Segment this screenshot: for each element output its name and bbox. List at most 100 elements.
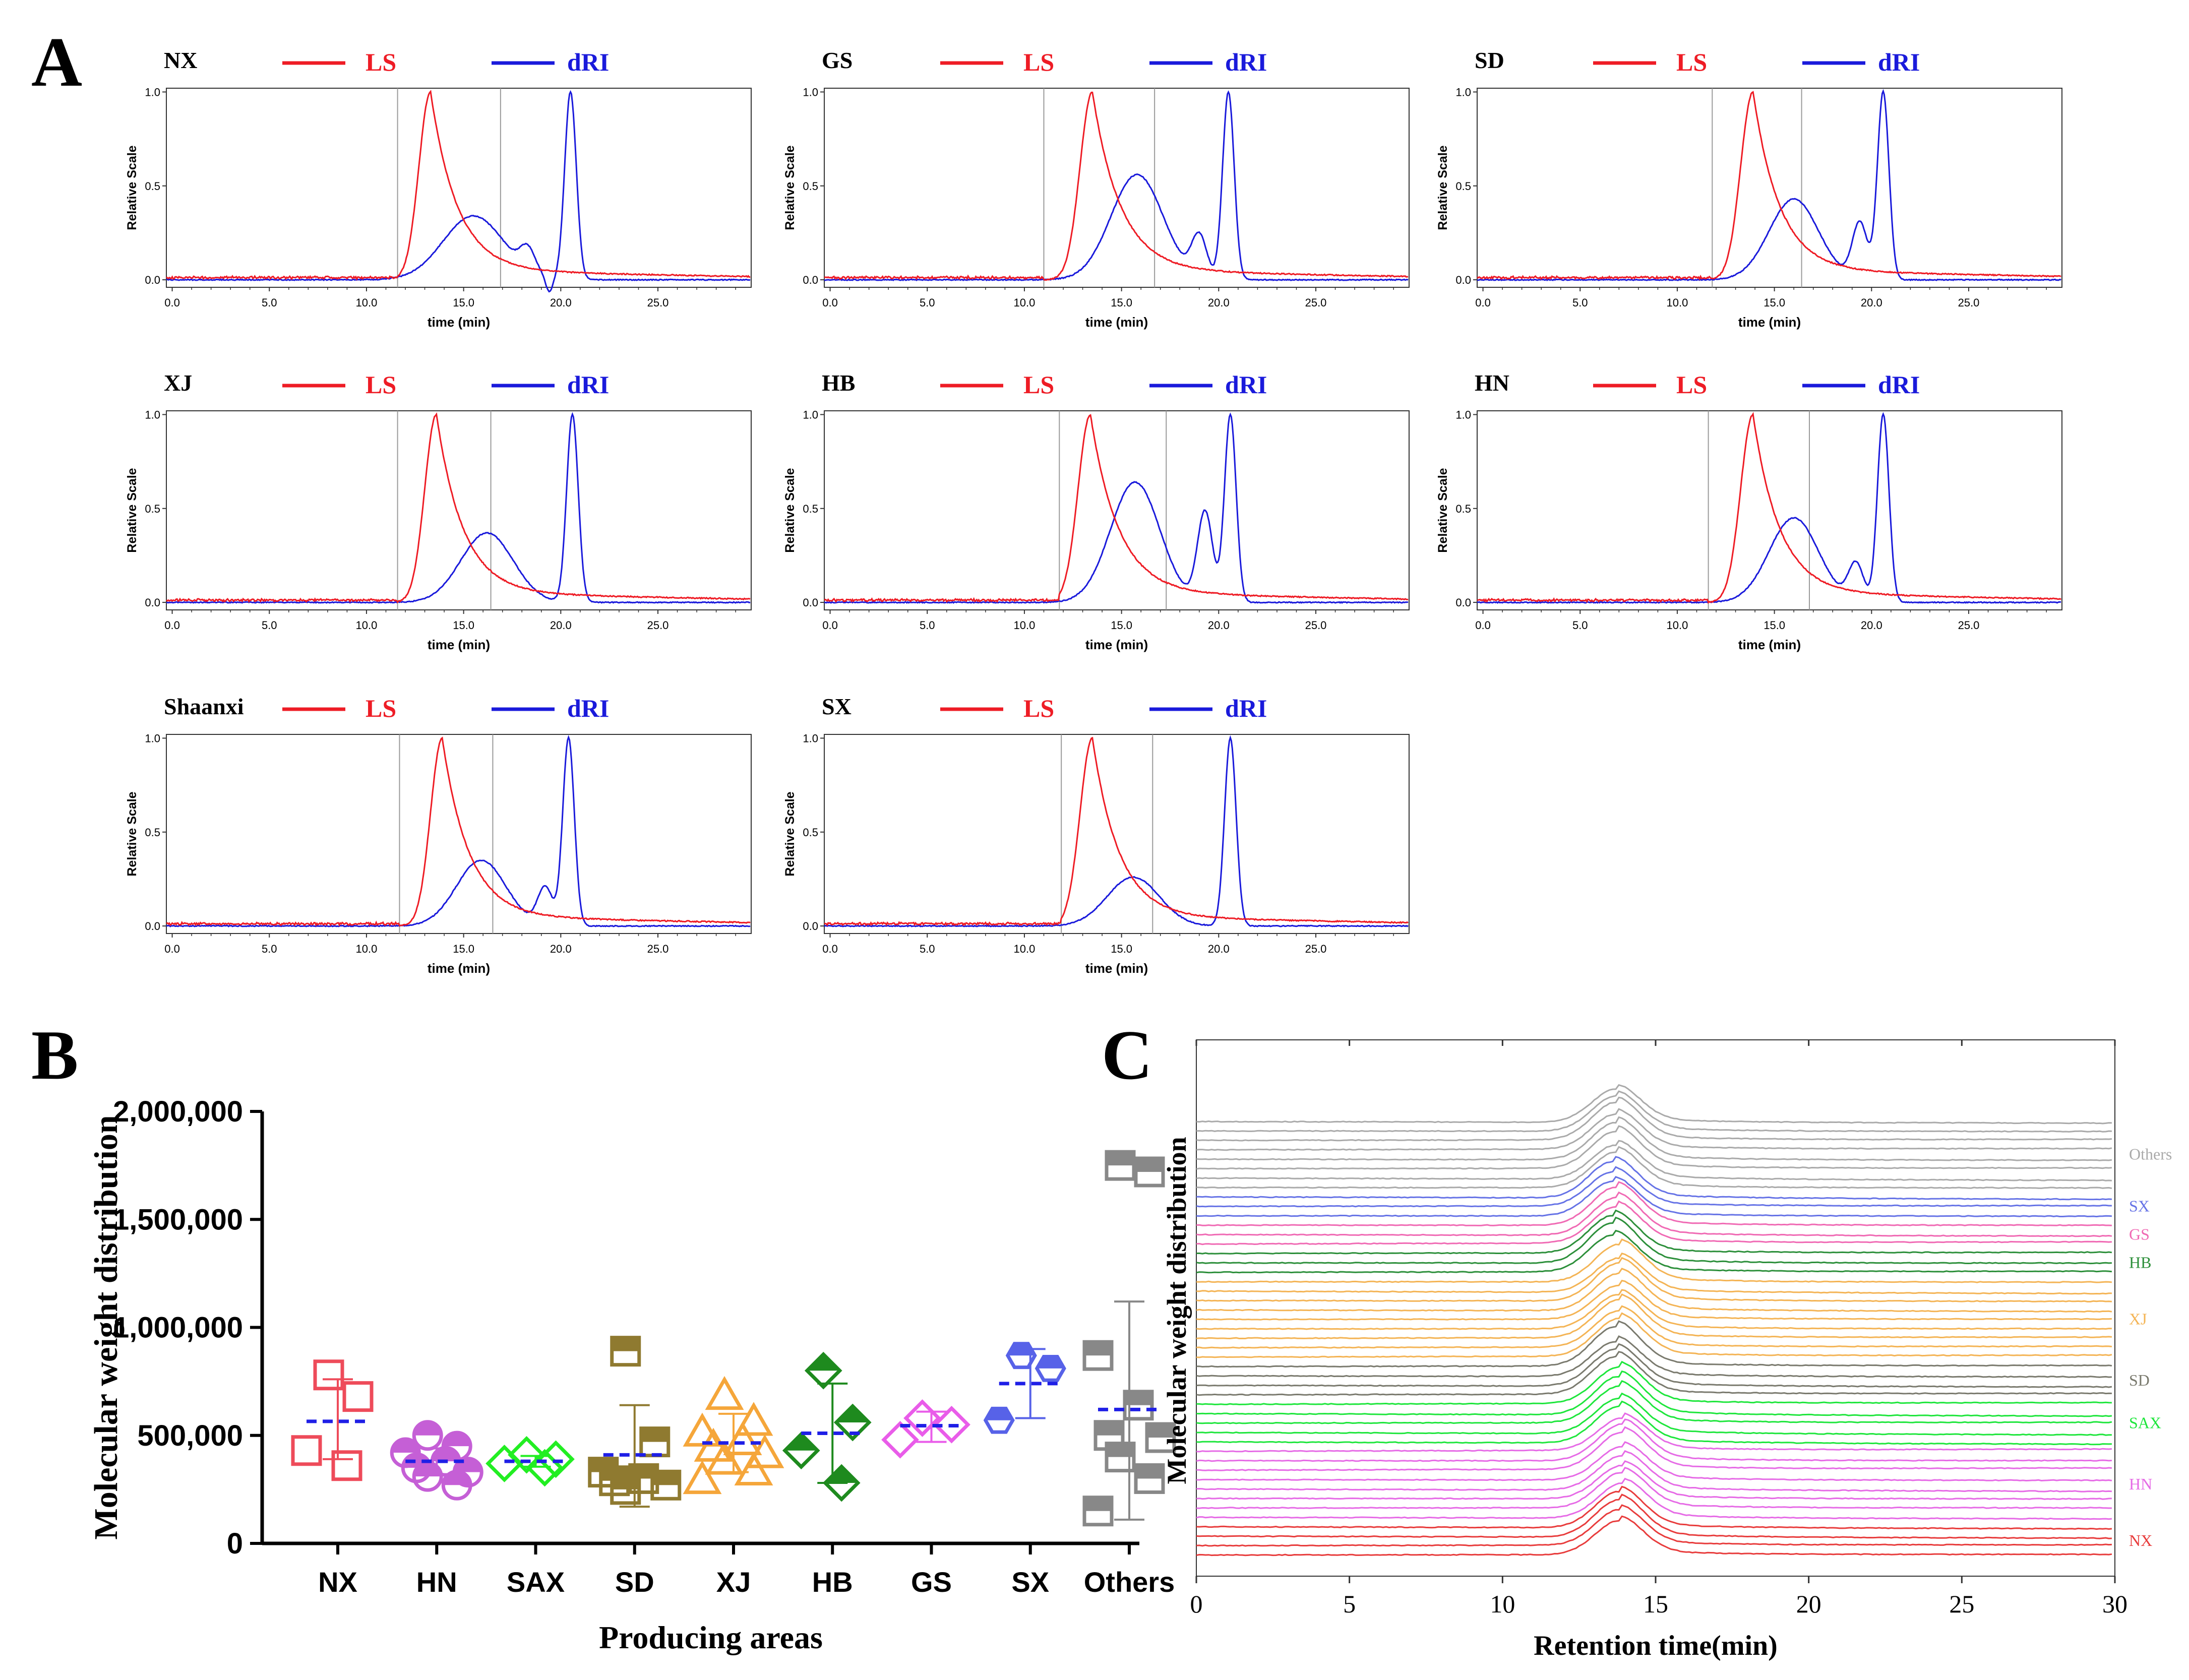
- point-marker: [694, 1427, 733, 1462]
- plot-frame: [1477, 410, 2062, 610]
- trace-line: [1196, 1305, 2112, 1349]
- panel-letter-c: C: [1102, 1016, 1152, 1094]
- legend-label-dri: dRI: [567, 370, 609, 399]
- trace-line: [1196, 1229, 2112, 1274]
- y-tick-label: 1.0: [1455, 86, 1471, 98]
- point-marker-fill: [1096, 1421, 1123, 1436]
- legend-label-dri: dRI: [1225, 48, 1267, 76]
- legend-label-dri: dRI: [567, 694, 609, 722]
- x-tick-label: 25.0: [1958, 619, 1980, 632]
- legend-label-ls: LS: [1023, 694, 1054, 722]
- point-marker-fill: [1084, 1342, 1112, 1356]
- x-tick-label: 20: [1796, 1590, 1821, 1618]
- point-marker: [822, 1464, 861, 1502]
- x-tick-label: 10.0: [356, 296, 378, 309]
- point-marker-fill: [612, 1337, 639, 1351]
- legend-label-ls: LS: [1676, 48, 1707, 76]
- y-tick-label: 1.0: [145, 408, 160, 421]
- panel-a: A NX LS dRI 0.0 0.5 1.0 0.0 5.0 10.0 15.0 20.0 25.0…: [31, 23, 2062, 976]
- group-label: SX: [2129, 1197, 2150, 1215]
- ls-curve: [166, 412, 751, 604]
- y-tick-label: 500,000: [137, 1419, 243, 1452]
- subplot-title: XJ: [164, 370, 192, 396]
- subplot-title: HB: [822, 370, 855, 396]
- x-axis-label: time (min): [1085, 315, 1148, 330]
- point-marker: [683, 1412, 722, 1447]
- x-tick-label: 25.0: [1305, 619, 1327, 632]
- point-marker: [933, 1405, 970, 1444]
- dri-curve: [1477, 89, 2061, 281]
- x-tick-label: 25.0: [647, 619, 669, 632]
- x-axis-label: Producing areas: [599, 1620, 823, 1655]
- point-marker-fill: [1136, 1465, 1163, 1479]
- dri-curve: [824, 412, 1409, 604]
- group-gs: GS: [881, 1399, 970, 1598]
- x-axis-label: time (min): [428, 637, 490, 652]
- x-tick-label: 5.0: [920, 943, 935, 955]
- ls-curve: [166, 736, 751, 927]
- x-tick-label: Others: [1084, 1566, 1175, 1598]
- x-tick-label: 5.0: [1572, 619, 1588, 632]
- point-marker-fill: [1107, 1152, 1134, 1166]
- group-nx: NX: [291, 1359, 374, 1598]
- point-marker: [485, 1445, 523, 1482]
- panel-letter-a: A: [31, 23, 82, 101]
- point-marker: [881, 1420, 919, 1459]
- point-marker-fill: [1147, 1424, 1174, 1438]
- plot-frame: [824, 410, 1410, 610]
- trace-line: [1196, 1450, 2112, 1492]
- group-label: XJ: [2129, 1310, 2147, 1328]
- x-tick-label: HN: [416, 1566, 457, 1598]
- x-tick-label: GS: [911, 1566, 952, 1598]
- trace-line: [1196, 1392, 2112, 1436]
- group-label: Others: [2129, 1145, 2172, 1163]
- trace-line: [1196, 1477, 2112, 1520]
- subplot-title: SD: [1475, 47, 1504, 73]
- trace-line: [1196, 1146, 2112, 1189]
- y-tick-label: 1,000,000: [113, 1312, 243, 1344]
- trace-line: [1196, 1090, 2112, 1133]
- subplot-hb: HB LS dRI 0.0 0.5 1.0 0.0 5.0 10.0 15.0 20.0 25.0 ti…: [783, 370, 1410, 652]
- x-tick-label: 5: [1343, 1590, 1356, 1618]
- subplot-title: NX: [164, 47, 197, 73]
- x-tick-label: 25.0: [1305, 296, 1327, 309]
- x-tick-label: 0.0: [164, 619, 180, 632]
- dri-curve: [166, 735, 751, 927]
- group-sax: SAX: [485, 1436, 575, 1598]
- x-tick-label: 10.0: [356, 619, 378, 632]
- x-tick-label: 20.0: [1208, 619, 1230, 632]
- x-axis-label: time (min): [1085, 637, 1148, 652]
- trace-group-sd: SD: [1196, 1320, 2150, 1396]
- point-marker-fill: [836, 1406, 869, 1423]
- x-tick-label: 0.0: [164, 943, 180, 955]
- ls-curve: [824, 414, 1409, 603]
- legend-label-dri: dRI: [1878, 48, 1920, 76]
- subplot-title: SX: [822, 694, 852, 719]
- trace-line: [1196, 1370, 2112, 1417]
- x-tick-label: 0.0: [822, 619, 838, 632]
- x-tick-label: 0.0: [164, 296, 180, 309]
- trace-group-others: Others: [1196, 1084, 2172, 1189]
- y-tick-label: 0.5: [1455, 180, 1471, 193]
- point-marker: [734, 1451, 773, 1486]
- plot-frame: [824, 734, 1410, 934]
- x-tick-label: 5.0: [920, 619, 935, 632]
- legend-label-dri: dRI: [567, 48, 609, 76]
- trace-line: [1196, 1460, 2112, 1500]
- y-tick-label: 0.5: [803, 826, 818, 839]
- trace-line: [1196, 1267, 2112, 1313]
- x-tick-label: SX: [1011, 1566, 1049, 1598]
- group-sx: SX: [983, 1342, 1066, 1598]
- x-tick-label: 15.0: [1111, 619, 1132, 632]
- x-axis-label: time (min): [1085, 961, 1148, 976]
- trace-group-sx: SX: [1196, 1156, 2150, 1218]
- point-marker-fill: [1107, 1443, 1134, 1457]
- x-tick-label: 5.0: [262, 943, 277, 955]
- x-tick-label: 25: [1949, 1590, 1974, 1618]
- y-tick-label: 0.5: [145, 826, 160, 839]
- group-sd: SD: [588, 1336, 682, 1598]
- ls-curve: [1477, 91, 2061, 281]
- y-tick-label: 2,000,000: [113, 1095, 243, 1128]
- dri-curve: [166, 412, 751, 604]
- subplot-gs: GS LS dRI 0.0 0.5 1.0 0.0 5.0 10.0 15.0 20.0 25.0 ti…: [783, 47, 1410, 330]
